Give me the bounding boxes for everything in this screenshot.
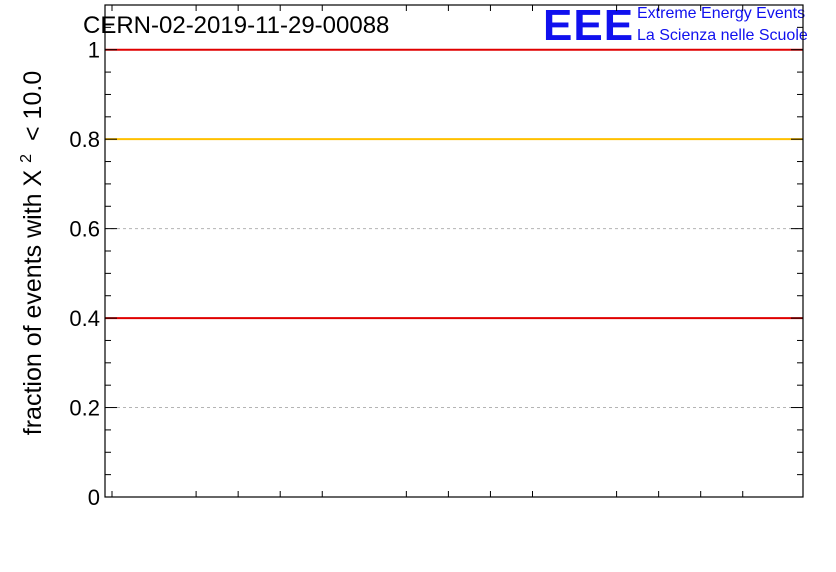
y-tick-label: 0.4 (69, 306, 100, 331)
reference-lines (105, 48, 803, 320)
y-tick-label: 1 (88, 38, 100, 63)
y-tick-label: 0.8 (69, 127, 100, 152)
tick-labels: 00.20.40.60.8129/11/1917:05:0029/11/1917… (69, 38, 100, 510)
logo-letters: EEE (543, 1, 634, 50)
chart-title: CERN-02-2019-11-29-00088 (83, 12, 389, 39)
plot-frame (104, 4, 804, 498)
y-axis-label-symbol: X (19, 169, 47, 186)
y-tick-label: 0.6 (69, 217, 100, 242)
y-axis-label-suffix: < 10.0 (19, 71, 47, 141)
y-axis-label-prefix: fraction of events with (19, 193, 47, 435)
logo-line2: La Scienza nelle Scuole (637, 27, 808, 44)
y-axis-label: fraction of events with X 2 < 10.0 (9, 71, 47, 435)
eee-logo: EEE Extreme Energy Events La Scienza nel… (543, 1, 808, 50)
y-axis-label-sup: 2 (18, 154, 35, 163)
logo-line1: Extreme Energy Events (637, 5, 805, 22)
axes (104, 4, 804, 498)
y-tick-label: 0.2 (69, 396, 100, 421)
grid (105, 49, 803, 409)
y-tick-label: 0 (88, 485, 100, 510)
